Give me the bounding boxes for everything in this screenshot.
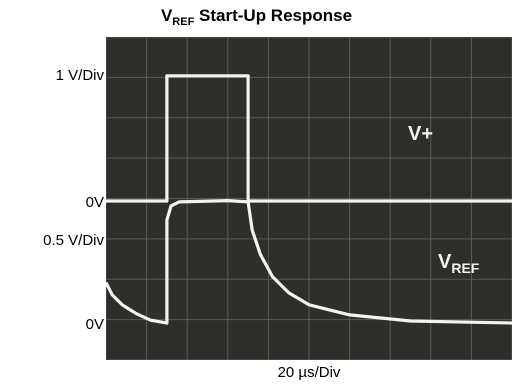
vref-trace	[106, 199, 512, 325]
title-subscript: REF	[172, 16, 195, 28]
oscilloscope-screen: V+ VREF	[106, 37, 512, 360]
ch2-zero-label: 0V	[85, 316, 104, 333]
title-main: V	[160, 6, 173, 25]
vplus-label: V+	[408, 123, 433, 145]
ch2-scale-label: 0.5 V/Div	[43, 232, 104, 249]
graticule	[106, 37, 512, 360]
vref-label: VREF	[438, 251, 480, 276]
trace-labels: V+ VREF	[408, 123, 480, 276]
vplus-trace	[106, 74, 512, 203]
traces	[106, 74, 512, 325]
ch1-zero-label: 0V	[85, 194, 104, 211]
x-axis-label: 20 µs/Div	[277, 364, 341, 381]
title-rest: Start-Up Response	[194, 6, 353, 25]
chart-title: VREF Start-Up Response	[0, 6, 513, 28]
ch1-scale-label: 1 V/Div	[55, 67, 104, 84]
